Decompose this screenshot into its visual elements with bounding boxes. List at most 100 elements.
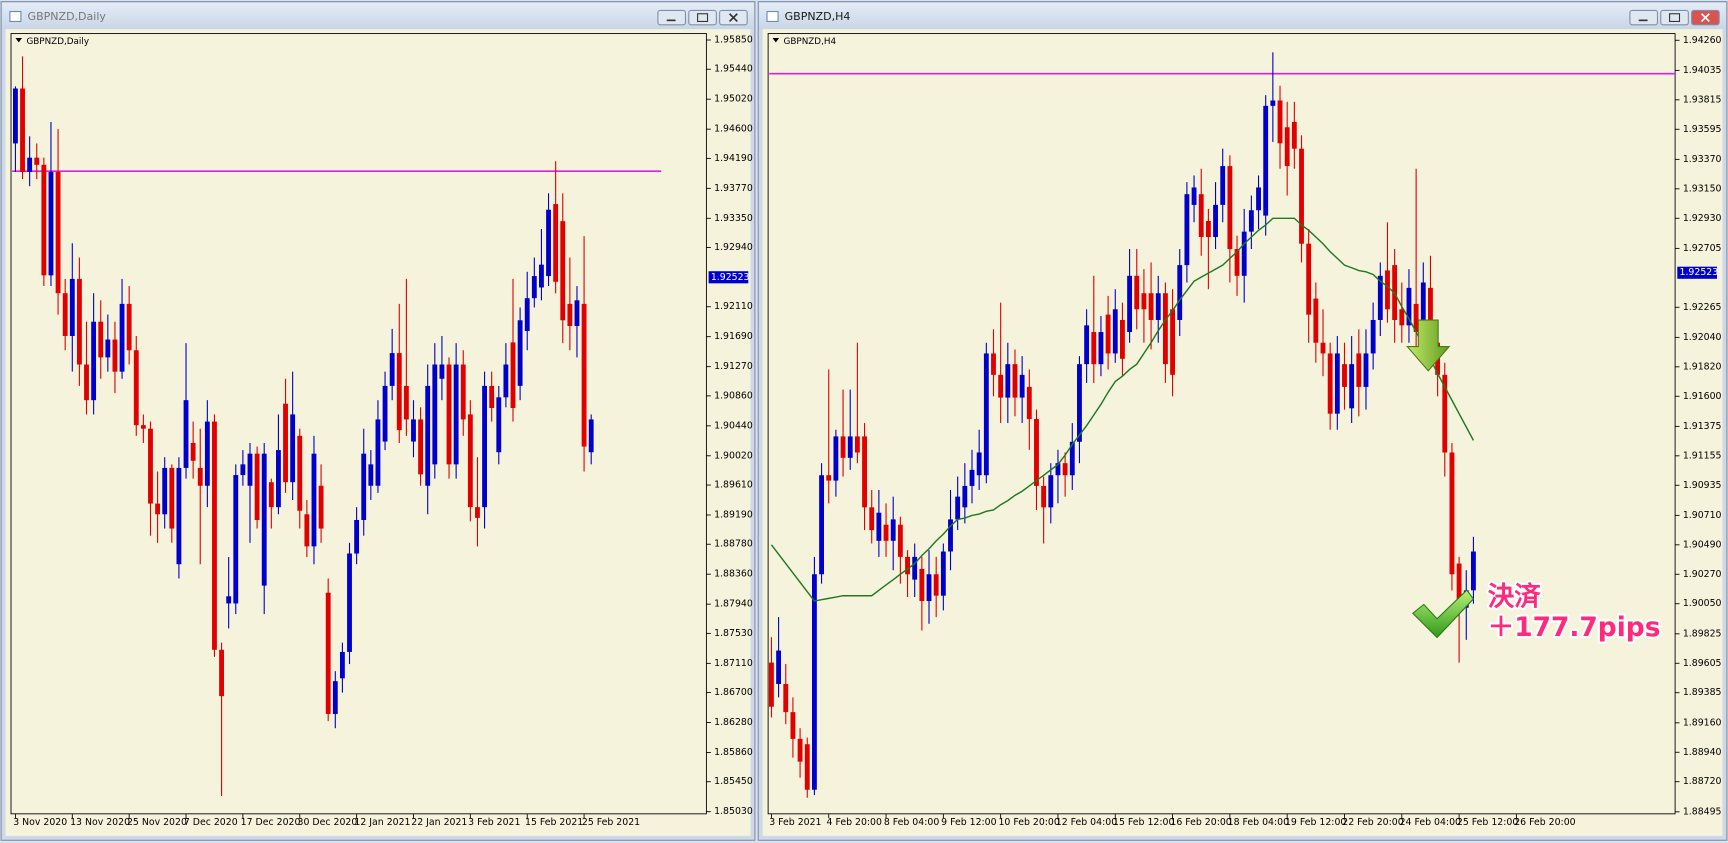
candle-body <box>1241 231 1247 276</box>
y-tick-label: 1.89190 <box>714 509 753 520</box>
candle-body <box>1399 309 1405 326</box>
candle-body <box>826 475 832 481</box>
candle-body <box>212 421 217 650</box>
candle-body <box>560 221 566 321</box>
candle-body <box>105 339 111 358</box>
candle-body <box>226 596 232 604</box>
close-glyph <box>1700 13 1710 23</box>
plot-border <box>10 33 707 815</box>
candle-body <box>389 353 395 386</box>
candle-body <box>1134 275 1140 310</box>
candle-body <box>1205 220 1211 238</box>
candle-body <box>1284 127 1290 167</box>
candle-body <box>176 467 182 565</box>
candle-body <box>254 453 260 520</box>
candle-body <box>55 171 61 294</box>
candle-body <box>1184 194 1190 266</box>
candle-body <box>41 164 47 276</box>
candle-body <box>1055 463 1061 476</box>
candle-body <box>240 464 246 476</box>
candle-body <box>1449 452 1455 575</box>
candle-body <box>912 556 918 580</box>
y-tick-label: 1.86280 <box>714 717 753 728</box>
candle-body <box>197 467 203 486</box>
y-tick-label: 1.85030 <box>714 806 753 817</box>
candle-body <box>162 467 168 515</box>
candle-body <box>332 681 338 714</box>
candle-body <box>883 524 889 541</box>
window-title: GBPNZD,H4 <box>785 10 851 23</box>
candle-body <box>933 574 939 596</box>
moving-average <box>770 217 1475 602</box>
candle-body <box>969 469 975 486</box>
candle-body <box>819 475 824 575</box>
candle-body <box>1105 314 1111 354</box>
y-tick-label: 1.90710 <box>1683 510 1722 521</box>
candle-body <box>890 519 896 541</box>
chart-label: GBPNZD,Daily <box>26 37 89 47</box>
candle-body <box>1191 187 1197 205</box>
y-tick-label: 1.88720 <box>1683 776 1722 787</box>
window-button[interactable] <box>1629 9 1659 26</box>
y-tick-label: 1.90860 <box>714 390 753 401</box>
candle-body <box>446 364 452 465</box>
window-button[interactable] <box>657 9 687 26</box>
candle-body <box>998 374 1004 398</box>
y-tick-label: 1.93815 <box>1683 94 1722 105</box>
x-tick-label: 7 Dec 2020 <box>184 817 238 828</box>
candle-body <box>1041 485 1047 508</box>
candle-body <box>1299 148 1304 244</box>
candle-body <box>1005 364 1011 398</box>
candle-body <box>948 519 953 552</box>
candle-body <box>133 350 139 426</box>
candle-body <box>247 453 253 486</box>
candle-body <box>1148 293 1154 320</box>
x-tick-label: 4 Feb 20:00 <box>827 817 882 828</box>
y-tick-label: 1.89160 <box>1683 717 1722 728</box>
y-tick-label: 1.92265 <box>1683 302 1722 313</box>
candle-body <box>140 425 146 429</box>
y-tick-label: 1.92940 <box>714 242 753 253</box>
y-tick-label: 1.88780 <box>714 539 753 550</box>
candle-body <box>919 568 925 602</box>
down-arrow <box>1406 319 1451 372</box>
y-tick-label: 1.94190 <box>714 153 753 164</box>
candle-body <box>833 436 839 481</box>
candle-body <box>1442 374 1448 453</box>
candle-body <box>304 514 310 547</box>
y-tick-label: 1.87530 <box>714 628 753 639</box>
candle-body <box>1170 309 1175 375</box>
candle-body <box>76 278 82 365</box>
y-tick-label: 1.91690 <box>714 331 753 342</box>
window-button[interactable] <box>688 9 717 26</box>
candle-body <box>276 450 281 508</box>
candle-body <box>1026 386 1032 420</box>
candle-body <box>546 209 551 277</box>
y-tick-label: 1.86700 <box>714 687 753 698</box>
candle-body <box>34 157 40 165</box>
annotation: ＋177.7pips <box>1488 612 1661 643</box>
candle-body <box>1342 364 1347 387</box>
candle-body <box>869 507 875 531</box>
x-tick-label: 24 Feb 04:00 <box>1400 817 1461 828</box>
candle-body <box>567 303 573 326</box>
x-tick-label: 3 Feb 2021 <box>769 817 821 828</box>
candle-body <box>432 364 438 465</box>
candle-body <box>425 385 431 486</box>
candle-body <box>531 276 537 299</box>
candle-body <box>311 453 317 547</box>
y-tick-label: 1.91600 <box>1683 391 1722 402</box>
window-button[interactable] <box>1660 9 1689 26</box>
candle-body <box>1306 243 1312 315</box>
candle-body <box>489 385 495 409</box>
candle-body <box>1048 475 1054 508</box>
candle-body <box>13 88 18 144</box>
candle-body <box>1120 319 1125 359</box>
candle-body <box>396 353 402 431</box>
candle-body <box>1141 293 1147 310</box>
candle-body <box>1012 364 1018 398</box>
candle-body <box>1077 364 1082 442</box>
candle-body <box>155 503 161 515</box>
y-tick-label: 1.92040 <box>1683 332 1722 343</box>
